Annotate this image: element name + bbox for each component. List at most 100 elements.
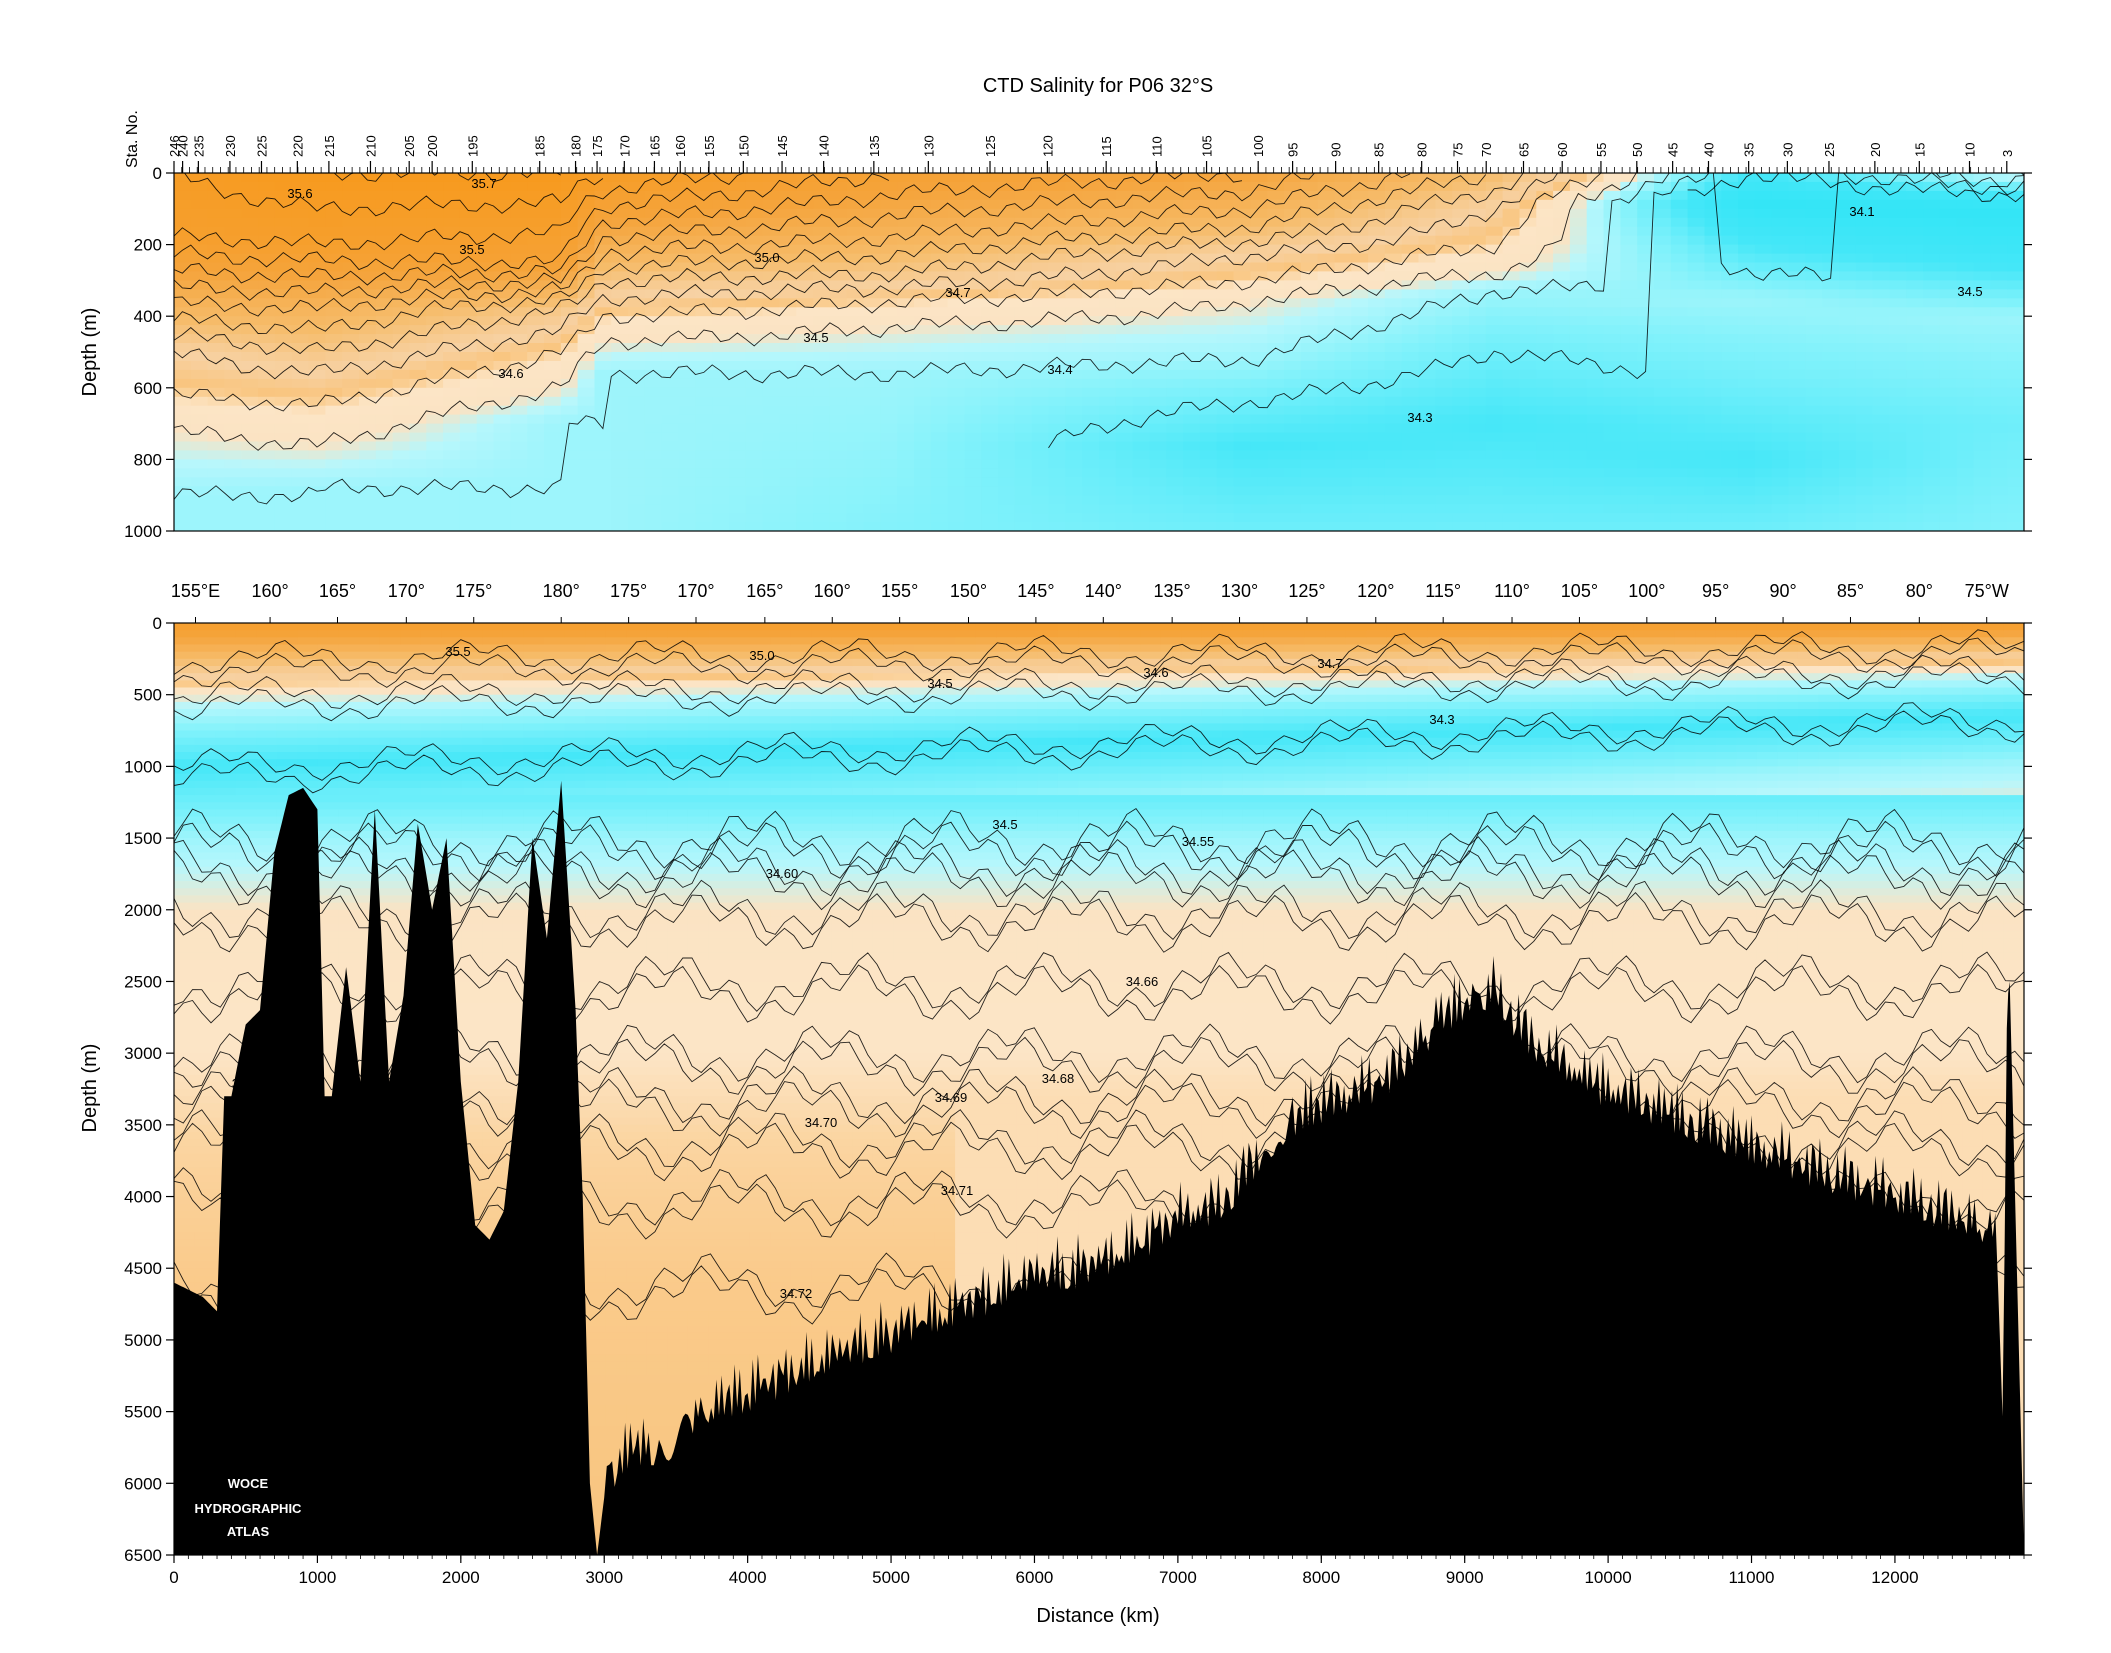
salinity-cell [644,361,663,371]
salinity-cell [174,873,196,882]
salinity-cell [174,716,196,724]
salinity-cell [1099,450,1117,460]
salinity-cell [1065,289,1083,299]
salinity-cell [459,387,478,398]
salinity-cell [1485,441,1504,451]
salinity-cell [2007,262,2024,272]
salinity-cell [964,423,982,434]
salinity-cell [1065,199,1083,210]
salinity-cell [291,173,310,183]
salinity-cell [1923,334,1941,344]
salinity-cell [745,423,764,434]
salinity-cell [1082,423,1100,434]
salinity-cell [1418,468,1436,478]
salinity-cell [1670,504,1689,514]
salinity-cell [796,414,814,425]
salinity-cell [712,423,730,434]
salinity-cell [409,325,427,335]
salinity-cell [1216,343,1235,353]
salinity-cell [174,1246,196,1255]
salinity-cell [1149,459,1167,469]
salinity-cell [443,199,461,210]
upper-contour-lines [174,173,2024,505]
salinity-cell [1284,217,1302,228]
salinity-cell [258,513,276,523]
salinity-cell [1216,459,1235,469]
salinity-cell [678,414,696,425]
salinity-cell [1805,361,1823,371]
salinity-cell [1384,253,1403,264]
longitude-label: 75°W [1965,581,2009,601]
salinity-cell [1553,334,1571,344]
salinity-cell [2007,432,2024,443]
salinity-cell [1099,486,1117,496]
contour-label: 34.4 [1047,362,1072,377]
salinity-cell [1166,217,1184,228]
salinity-cell [1973,217,1991,228]
salinity-cell [1704,298,1722,308]
salinity-cell [510,199,528,210]
salinity-cell [291,352,310,362]
salinity-cell [1183,361,1201,371]
salinity-cell [998,316,1016,326]
salinity-cell [1839,468,1857,478]
salinity-cell [308,396,326,407]
salinity-cell [1031,289,1050,299]
salinity-cell [1519,235,1537,246]
salinity-cell [258,522,276,531]
salinity-cell [224,334,242,344]
salinity-cell [914,334,932,344]
salinity-cell [829,468,848,478]
salinity-cell [459,289,478,299]
salinity-cell [628,468,646,478]
salinity-cell [443,468,461,478]
salinity-cell [1788,262,1806,272]
salinity-cell [510,334,528,344]
salinity-cell [308,432,326,443]
salinity-cell [1317,513,1335,523]
longitude-label: 155° [881,581,918,601]
salinity-cell [829,181,848,192]
salinity-cell [1670,217,1689,228]
salinity-cell [1822,226,1840,237]
salinity-cell [1889,181,1907,192]
salinity-cell [796,513,814,523]
salinity-cell [1401,495,1420,505]
salinity-cell [1553,504,1571,514]
salinity-cell [1620,477,1638,487]
salinity-cell [1839,280,1857,290]
salinity-cell [459,522,478,531]
salinity-cell [174,271,192,281]
salinity-cell [459,280,478,290]
salinity-cell [174,1046,196,1054]
salinity-cell [1014,334,1033,344]
salinity-cell [1754,432,1773,443]
salinity-cell [1351,334,1369,344]
salinity-cell [1738,396,1756,407]
salinity-cell [1368,343,1386,353]
salinity-cell [476,441,495,451]
salinity-cell [1300,244,1319,255]
salinity-cell [493,450,511,460]
salinity-cell [241,441,259,451]
salinity-cell [476,432,495,443]
salinity-cell [1839,217,1857,228]
salinity-cell [1317,387,1335,398]
salinity-cell [1149,298,1167,308]
salinity-cell [1654,396,1672,407]
salinity-cell [1065,405,1083,416]
salinity-cell [1368,325,1386,335]
salinity-cell [1334,352,1352,362]
salinity-cell [1267,396,1285,407]
salinity-cell [459,441,478,451]
salinity-cell [1502,387,1520,398]
salinity-cell [1048,387,1066,398]
salinity-cell [611,468,629,478]
salinity-cell [1384,477,1403,487]
salinity-cell [1317,208,1335,219]
salinity-cell [375,307,394,317]
salinity-cell [274,387,293,398]
salinity-cell [1502,271,1520,281]
salinity-cell [1923,352,1941,362]
salinity-cell [1065,173,1083,183]
